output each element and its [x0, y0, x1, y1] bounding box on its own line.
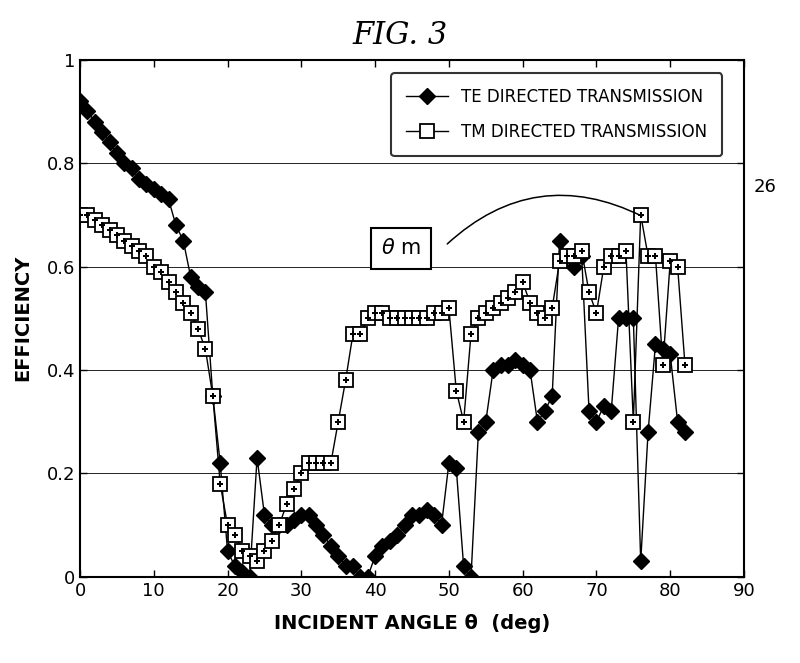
Text: $\theta$ m: $\theta$ m: [381, 239, 421, 259]
Y-axis label: EFFICIENCY: EFFICIENCY: [14, 255, 33, 381]
X-axis label: INCIDENT ANGLE θ  (deg): INCIDENT ANGLE θ (deg): [274, 613, 550, 633]
Legend: TE DIRECTED TRANSMISSION, TM DIRECTED TRANSMISSION: TE DIRECTED TRANSMISSION, TM DIRECTED TR…: [391, 73, 722, 156]
Text: 26: 26: [754, 178, 777, 196]
Text: FIG. 3: FIG. 3: [352, 20, 448, 51]
